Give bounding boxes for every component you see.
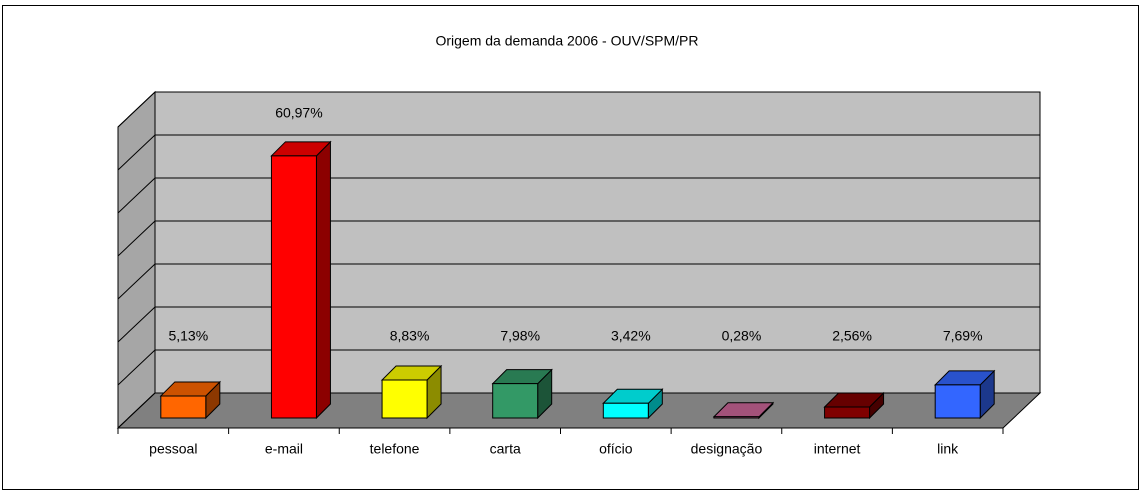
bar-front (713, 416, 760, 419)
bar (602, 388, 664, 420)
bar-front (492, 383, 539, 419)
value-label: 5,13% (168, 328, 208, 344)
chart-title: Origem da demanda 2006 - OUV/SPM/PR (435, 33, 698, 49)
grid-line (117, 220, 1040, 257)
value-label: 0,28% (722, 328, 762, 344)
bar-front (934, 384, 981, 419)
grid-line (117, 91, 1040, 128)
value-label: 8,83% (390, 328, 430, 344)
grid-line (117, 263, 1040, 300)
bar-front (160, 395, 207, 419)
value-label: 2,56% (832, 328, 872, 344)
bar (933, 369, 996, 420)
bar (823, 391, 885, 420)
left-wall (117, 90, 156, 430)
bar-front (824, 406, 871, 419)
x-tick-label: carta (490, 441, 521, 457)
value-label: 7,98% (500, 328, 540, 344)
bar-front (381, 379, 428, 419)
grid-line (117, 134, 1040, 171)
grid-line (117, 392, 1040, 429)
grid-line (117, 177, 1040, 214)
value-label: 3,42% (611, 328, 651, 344)
bar (270, 140, 332, 420)
bar-side (315, 140, 331, 420)
x-tick-label: internet (814, 441, 861, 457)
bar (712, 401, 775, 420)
grid-line (117, 349, 1040, 386)
value-label: 7,69% (943, 328, 983, 344)
bar-front (602, 402, 649, 419)
x-tick-label: telefone (370, 441, 420, 457)
floor (116, 392, 1042, 429)
x-tick-label: pessoal (149, 441, 197, 457)
x-tick-label: designação (691, 441, 763, 457)
x-tick-label: link (937, 441, 959, 457)
bar-front (270, 155, 317, 419)
x-tick-label: ofício (599, 441, 633, 457)
value-label: 60,97% (275, 105, 322, 121)
x-tick-label: e-mail (265, 441, 303, 457)
grid-line (117, 306, 1040, 343)
bar (491, 368, 553, 420)
bar (159, 380, 222, 420)
bar (380, 364, 443, 420)
